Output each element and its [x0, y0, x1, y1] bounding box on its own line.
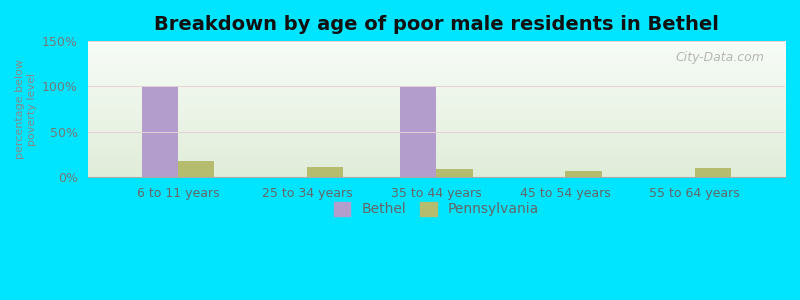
Legend: Bethel, Pennsylvania: Bethel, Pennsylvania — [328, 196, 545, 222]
Bar — [400, 86, 436, 177]
Bar — [436, 169, 473, 177]
Bar — [307, 167, 343, 177]
Y-axis label: percentage below
poverty level: percentage below poverty level — [15, 59, 37, 159]
Bar — [694, 168, 730, 177]
Bar — [178, 161, 214, 177]
Bar — [142, 86, 178, 177]
Bar — [566, 171, 602, 177]
Text: City-Data.com: City-Data.com — [675, 51, 764, 64]
Title: Breakdown by age of poor male residents in Bethel: Breakdown by age of poor male residents … — [154, 15, 719, 34]
